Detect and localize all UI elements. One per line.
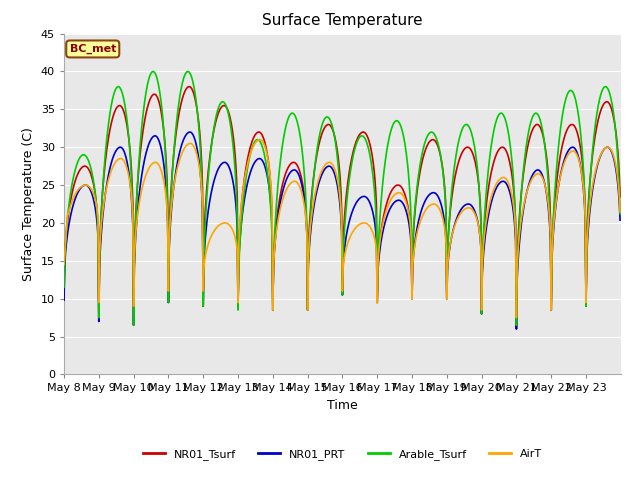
Text: BC_met: BC_met <box>70 44 116 54</box>
Title: Surface Temperature: Surface Temperature <box>262 13 422 28</box>
Legend: NR01_Tsurf, NR01_PRT, Arable_Tsurf, AirT: NR01_Tsurf, NR01_PRT, Arable_Tsurf, AirT <box>138 444 547 464</box>
X-axis label: Time: Time <box>327 399 358 412</box>
Y-axis label: Surface Temperature (C): Surface Temperature (C) <box>22 127 35 281</box>
